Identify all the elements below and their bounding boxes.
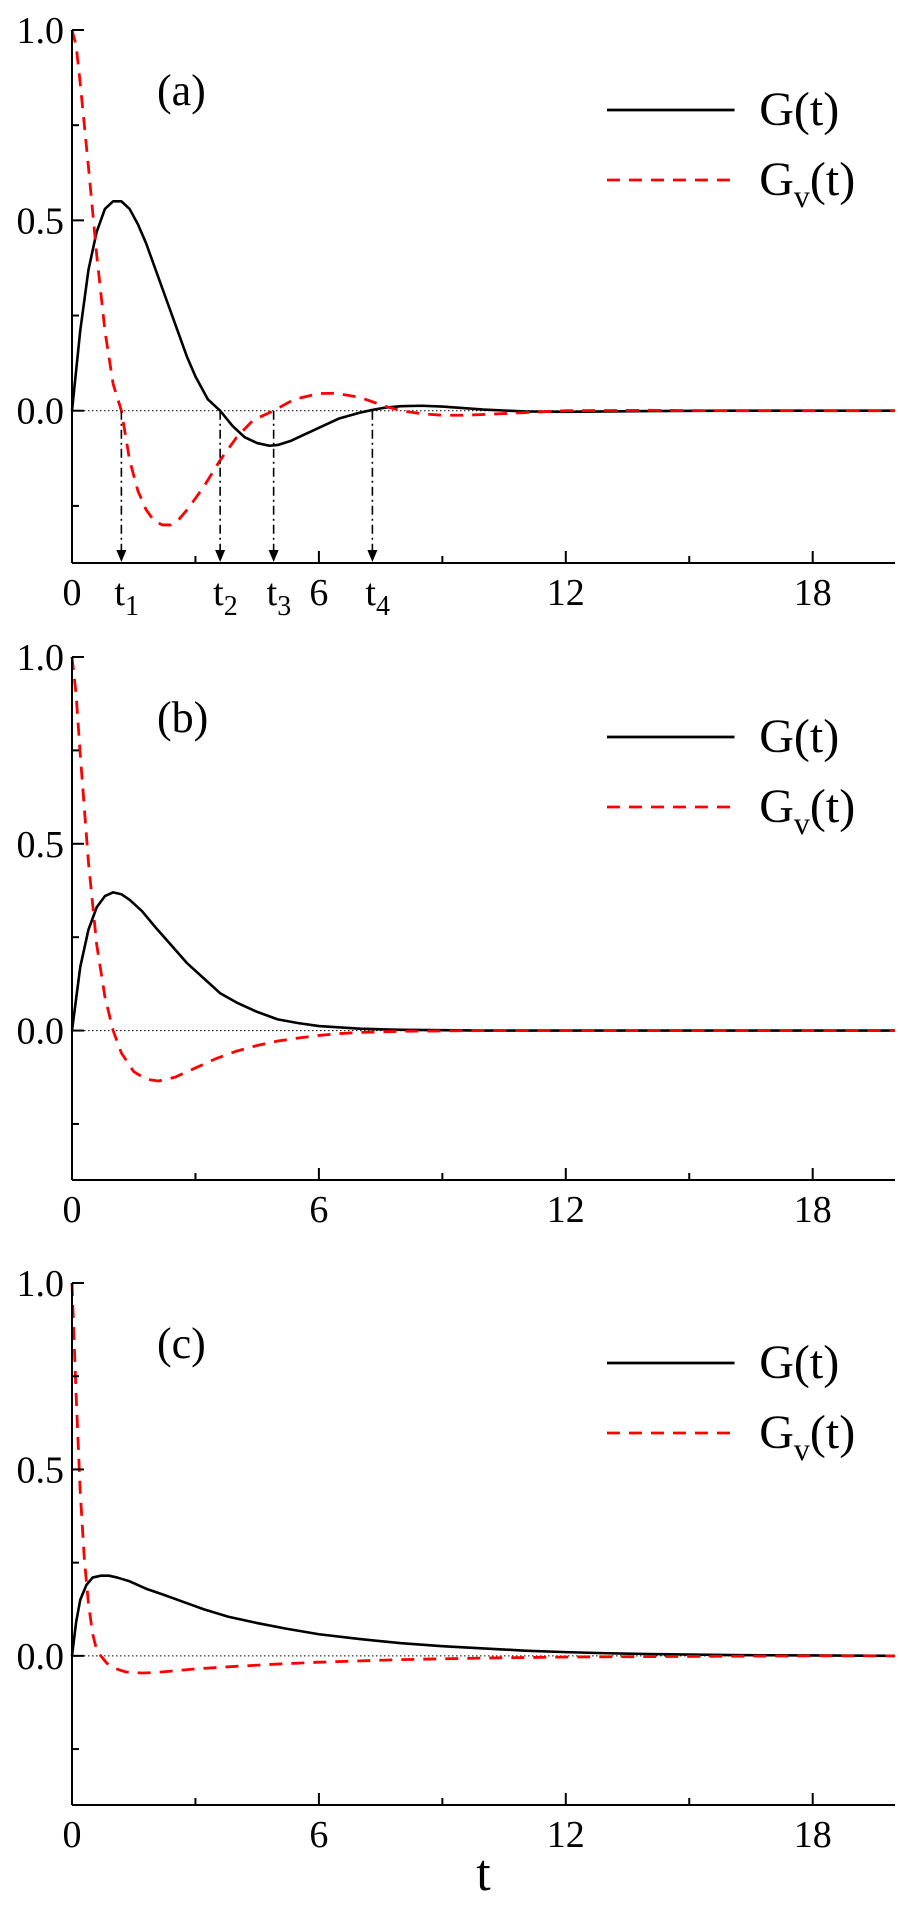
x-tick-label: 18 [794, 572, 832, 614]
annotation-label-t2: t2 [213, 572, 238, 622]
y-tick-label: 0.0 [17, 1636, 65, 1678]
y-tick-label: 1.0 [17, 637, 65, 679]
x-tick-label: 12 [547, 1189, 585, 1231]
x-tick-label: 0 [63, 1814, 82, 1856]
panel-b: 0.0 0.5 1.0 0 6 12 18 (b) G(t) Gv(t) [17, 637, 895, 1231]
x-tick-label: 0 [63, 1189, 82, 1231]
legend-label-gv: Gv(t) [759, 153, 855, 214]
series-line-g [70, 200, 895, 448]
x-tick-label: 6 [309, 1189, 328, 1231]
x-tick-label: 12 [547, 572, 585, 614]
legend-label-gv: Gv(t) [759, 780, 855, 841]
legend-label-g: G(t) [759, 710, 839, 763]
panel-label: (c) [157, 1319, 206, 1368]
series-line-gv [70, 1282, 895, 1675]
x-tick-label: 6 [309, 1814, 328, 1856]
y-tick-label: 0.5 [17, 1449, 65, 1491]
panel-c: 0.0 0.5 1.0 0 6 12 18 (c) G(t) Gv(t) t [17, 1263, 896, 1902]
annotation-arrowhead [215, 550, 226, 562]
annotation-label-t1: t1 [114, 572, 139, 622]
series-line-g [70, 1574, 896, 1658]
series-line-gv [70, 656, 895, 1083]
x-tick-label: 18 [794, 1189, 832, 1231]
annotation-arrowhead [268, 550, 279, 562]
y-tick-label: 1.0 [17, 10, 65, 52]
panel-label: (a) [157, 66, 206, 115]
y-tick-label: 0.0 [17, 1011, 65, 1053]
legend-label-g: G(t) [759, 1336, 839, 1389]
x-tick-label: 6 [309, 572, 328, 614]
panel-a: 0.0 0.5 1.0 0 6 12 18 (a) G(t) Gv(t) t1 t2 t3 t4 [17, 10, 895, 622]
series-line-gv [70, 29, 895, 527]
annotation-label-t3: t3 [267, 572, 292, 622]
y-tick-label: 0.5 [17, 824, 65, 866]
legend-label-gv: Gv(t) [759, 1406, 855, 1467]
x-tick-label: 0 [63, 572, 82, 614]
x-axis-label: t [476, 1845, 491, 1902]
panel-label: (b) [157, 693, 208, 742]
y-tick-label: 0.5 [17, 200, 65, 242]
series-line-g [70, 891, 895, 1032]
annotation-label-t4: t4 [365, 572, 390, 622]
y-tick-label: 1.0 [17, 1263, 65, 1305]
x-tick-label: 12 [547, 1814, 585, 1856]
x-tick-label: 18 [794, 1814, 832, 1856]
legend-label-g: G(t) [759, 83, 839, 136]
y-tick-label: 0.0 [17, 391, 65, 433]
annotation-arrowhead [367, 550, 378, 562]
annotation-arrowhead [116, 550, 127, 562]
